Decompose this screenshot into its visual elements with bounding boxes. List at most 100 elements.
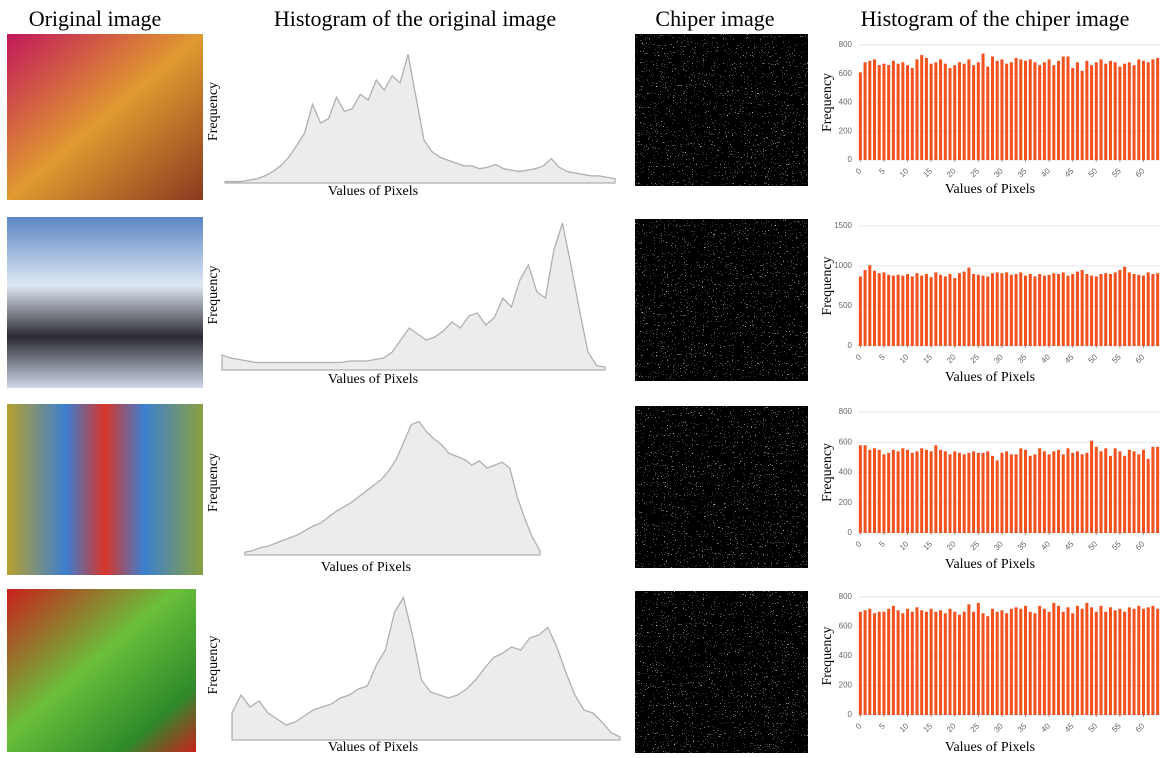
bar	[953, 451, 957, 533]
bar	[1042, 608, 1046, 715]
bar	[934, 272, 938, 346]
bar	[887, 65, 891, 160]
bar	[943, 63, 947, 160]
bar	[1042, 451, 1046, 533]
y-tick-label: 400	[839, 98, 853, 107]
bar	[1061, 454, 1065, 533]
bar	[910, 276, 914, 346]
bar	[972, 274, 976, 346]
y-tick-label: 0	[848, 710, 853, 719]
bar	[1019, 59, 1023, 160]
bar	[1047, 274, 1051, 346]
cipher-image	[635, 591, 808, 753]
bar	[986, 276, 990, 346]
bar	[1028, 274, 1032, 346]
bar	[896, 274, 900, 346]
bar	[1066, 448, 1070, 533]
x-tick-label: 5	[877, 539, 887, 549]
bar	[1132, 608, 1136, 715]
bar	[1061, 611, 1065, 715]
bar	[896, 451, 900, 533]
bar	[882, 454, 886, 533]
bar	[858, 611, 862, 715]
bar	[939, 59, 943, 160]
bar	[1014, 57, 1018, 160]
bar	[1141, 608, 1145, 715]
bar	[1057, 60, 1061, 160]
bar	[906, 608, 910, 715]
bar	[1005, 613, 1009, 715]
x-tick-label: 10	[898, 539, 911, 552]
bar	[953, 278, 957, 346]
bar	[1009, 454, 1013, 533]
x-tick-label: 40	[1039, 352, 1052, 365]
y-axis-label: Frequency	[820, 443, 835, 502]
x-tick-label: 20	[945, 352, 958, 365]
bar	[1000, 610, 1004, 715]
bar	[1141, 60, 1145, 160]
bar	[1090, 65, 1094, 160]
bar	[1066, 56, 1070, 160]
bar	[995, 460, 999, 533]
bar	[1123, 63, 1127, 160]
x-tick-label: 50	[1087, 166, 1100, 179]
bar	[981, 452, 985, 533]
histogram-area	[221, 222, 606, 371]
bar	[920, 610, 924, 715]
bar	[882, 611, 886, 715]
bar	[1042, 62, 1046, 160]
x-tick-label: 0	[854, 721, 864, 731]
x-tick-label: 60	[1134, 166, 1147, 179]
bar	[939, 449, 943, 533]
bar	[953, 65, 957, 160]
bar	[1156, 57, 1160, 160]
bar	[1146, 272, 1150, 346]
bar	[1118, 270, 1122, 346]
x-axis-label: Values of Pixels	[328, 740, 418, 755]
bar	[915, 607, 919, 715]
x-tick-label: 40	[1039, 539, 1052, 552]
original-image	[7, 589, 196, 752]
bar	[962, 611, 966, 715]
bar	[976, 452, 980, 533]
bar	[1014, 274, 1018, 346]
bar	[1151, 59, 1155, 160]
bar	[981, 275, 985, 346]
y-tick-label: 1000	[834, 261, 852, 270]
bar	[1009, 62, 1013, 160]
bar	[1000, 452, 1004, 533]
bar	[1038, 274, 1042, 346]
bar	[1019, 272, 1023, 346]
column-header: Original image	[29, 6, 162, 31]
bar	[976, 602, 980, 715]
y-axis-label: Frequency	[206, 453, 221, 512]
x-tick-label: 5	[877, 352, 887, 362]
x-tick-label: 55	[1110, 721, 1123, 734]
x-axis-label: Values of Pixels	[945, 370, 1035, 385]
x-tick-label: 35	[1016, 166, 1029, 179]
bar	[1132, 274, 1136, 346]
x-tick-label: 20	[945, 166, 958, 179]
bar	[1108, 455, 1112, 533]
x-tick-label: 55	[1110, 539, 1123, 552]
bar	[1075, 451, 1079, 533]
bar	[1024, 60, 1028, 160]
bar	[1104, 63, 1108, 160]
bar	[1024, 275, 1028, 346]
bar	[990, 273, 994, 346]
bar	[1085, 602, 1089, 715]
bar	[877, 611, 881, 715]
bar	[891, 449, 895, 533]
bar	[863, 445, 867, 533]
bar	[1108, 274, 1112, 346]
bar	[943, 451, 947, 533]
x-axis-label: Values of Pixels	[945, 740, 1035, 755]
x-tick-label: 60	[1134, 721, 1147, 734]
x-tick-label: 5	[877, 166, 887, 176]
x-tick-label: 30	[992, 539, 1005, 552]
x-tick-label: 45	[1063, 721, 1076, 734]
bar	[1005, 272, 1009, 346]
bar	[1127, 449, 1131, 533]
x-tick-label: 50	[1087, 352, 1100, 365]
bar	[1137, 59, 1141, 160]
